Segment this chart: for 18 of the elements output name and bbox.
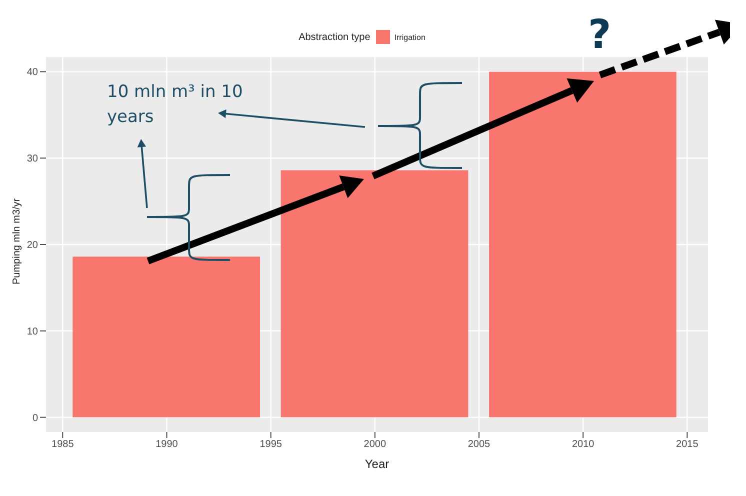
x-axis-title: Year <box>364 457 390 471</box>
y-tick-label: 30 <box>26 154 38 165</box>
legend-title: Abstraction type <box>298 32 370 42</box>
y-tick-label: 0 <box>32 412 38 424</box>
y-axis-title: Pumping mln m3/yr <box>12 198 23 284</box>
legend-label: Irrigation <box>394 32 426 42</box>
y-tick-label: 10 <box>26 326 38 338</box>
annotation: 10 mln m³ in 10 years <box>107 81 244 129</box>
x-tick-label: 2015 <box>676 439 699 450</box>
x-tick-label: 1990 <box>156 439 178 450</box>
x-tick-label: 2005 <box>468 439 491 450</box>
x-tick-label: 1985 <box>52 439 74 450</box>
y-tick-label: 40 <box>26 67 38 78</box>
x-tick-label: 1995 <box>260 439 282 450</box>
annotation: ? <box>588 12 612 58</box>
x-tick-label: 2000 <box>364 439 386 450</box>
x-tick-label: 2010 <box>572 439 595 450</box>
y-tick-label: 20 <box>26 240 38 252</box>
